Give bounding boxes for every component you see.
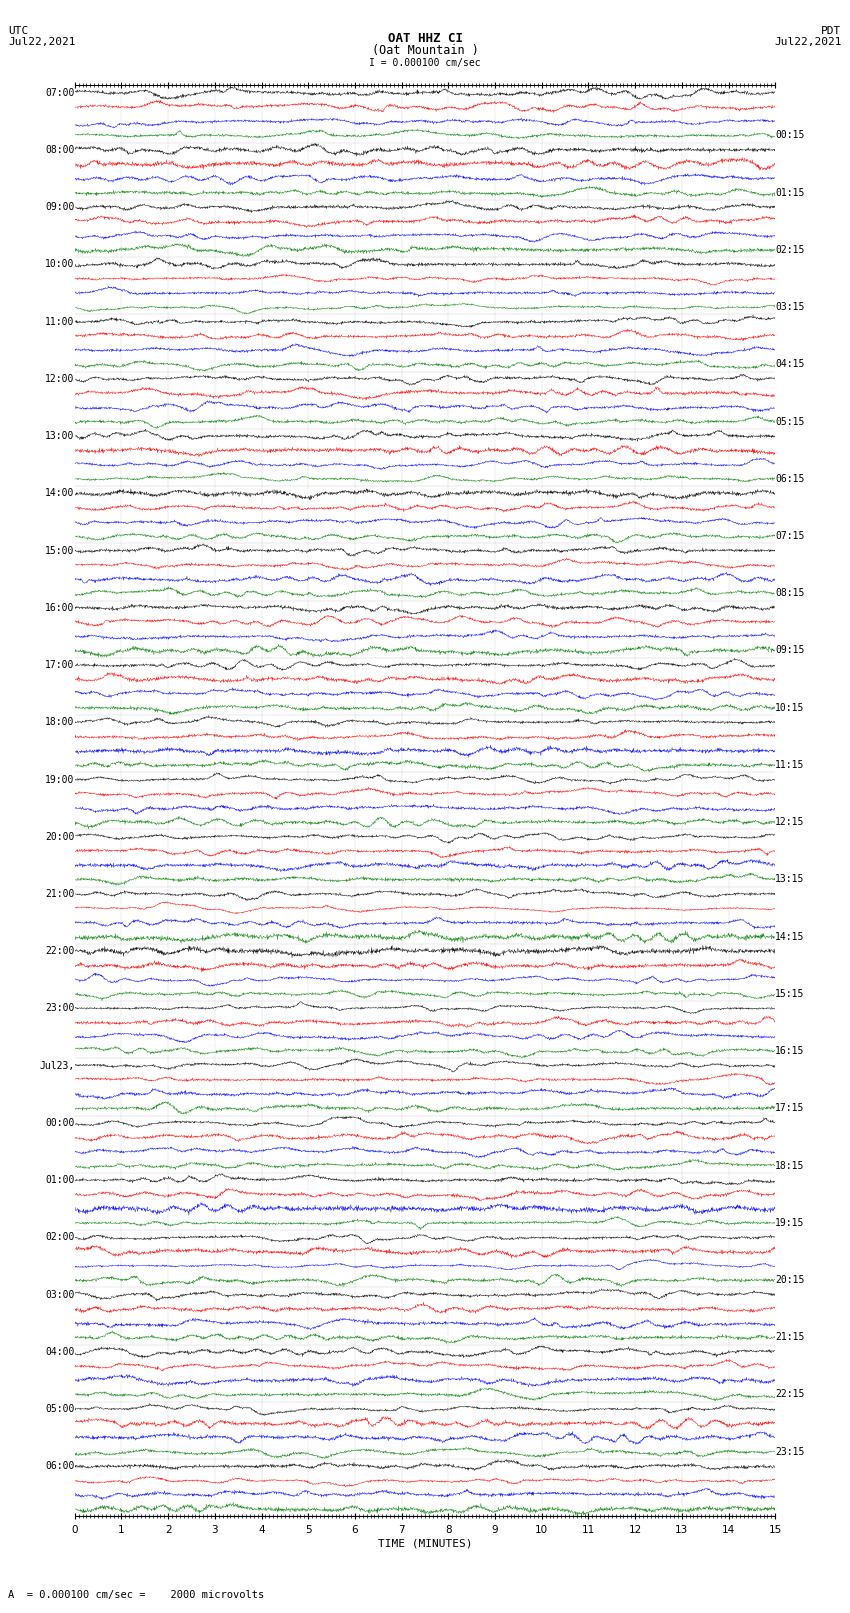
Text: 20:00: 20:00 <box>45 832 75 842</box>
Text: 19:15: 19:15 <box>775 1218 805 1227</box>
Text: OAT HHZ CI: OAT HHZ CI <box>388 32 462 45</box>
Text: 02:15: 02:15 <box>775 245 805 255</box>
Text: 21:15: 21:15 <box>775 1332 805 1342</box>
Text: 06:00: 06:00 <box>45 1461 75 1471</box>
Text: 23:00: 23:00 <box>45 1003 75 1013</box>
Text: 05:00: 05:00 <box>45 1403 75 1415</box>
Text: 19:00: 19:00 <box>45 774 75 784</box>
Text: 11:15: 11:15 <box>775 760 805 769</box>
Text: (Oat Mountain ): (Oat Mountain ) <box>371 44 479 56</box>
Text: 05:15: 05:15 <box>775 416 805 426</box>
Text: I = 0.000100 cm/sec: I = 0.000100 cm/sec <box>369 58 481 68</box>
Text: PDT: PDT <box>821 26 842 35</box>
Text: 22:15: 22:15 <box>775 1389 805 1400</box>
Text: 06:15: 06:15 <box>775 474 805 484</box>
Text: UTC: UTC <box>8 26 29 35</box>
Text: 08:15: 08:15 <box>775 589 805 598</box>
Text: 04:00: 04:00 <box>45 1347 75 1357</box>
Text: 18:15: 18:15 <box>775 1161 805 1171</box>
Text: 15:00: 15:00 <box>45 545 75 555</box>
Text: Jul22,2021: Jul22,2021 <box>8 37 76 47</box>
Text: 22:00: 22:00 <box>45 947 75 957</box>
Text: 07:00: 07:00 <box>45 87 75 98</box>
Text: 15:15: 15:15 <box>775 989 805 998</box>
Text: 04:15: 04:15 <box>775 360 805 369</box>
Text: 03:15: 03:15 <box>775 302 805 313</box>
Text: Jul23,: Jul23, <box>39 1061 75 1071</box>
Text: 13:15: 13:15 <box>775 874 805 884</box>
Text: 10:00: 10:00 <box>45 260 75 269</box>
Text: 20:15: 20:15 <box>775 1274 805 1286</box>
Text: 17:00: 17:00 <box>45 660 75 669</box>
Text: 16:15: 16:15 <box>775 1047 805 1057</box>
Text: 16:00: 16:00 <box>45 603 75 613</box>
Text: 14:00: 14:00 <box>45 489 75 498</box>
Text: 01:15: 01:15 <box>775 187 805 198</box>
Text: 13:00: 13:00 <box>45 431 75 440</box>
Text: 07:15: 07:15 <box>775 531 805 540</box>
X-axis label: TIME (MINUTES): TIME (MINUTES) <box>377 1539 473 1548</box>
Text: 02:00: 02:00 <box>45 1232 75 1242</box>
Text: 11:00: 11:00 <box>45 316 75 327</box>
Text: 14:15: 14:15 <box>775 932 805 942</box>
Text: 03:00: 03:00 <box>45 1289 75 1300</box>
Text: 18:00: 18:00 <box>45 718 75 727</box>
Text: 00:00: 00:00 <box>45 1118 75 1127</box>
Text: 10:15: 10:15 <box>775 703 805 713</box>
Text: 09:15: 09:15 <box>775 645 805 655</box>
Text: A  = 0.000100 cm/sec =    2000 microvolts: A = 0.000100 cm/sec = 2000 microvolts <box>8 1590 264 1600</box>
Text: 09:00: 09:00 <box>45 202 75 213</box>
Text: 00:15: 00:15 <box>775 131 805 140</box>
Text: 23:15: 23:15 <box>775 1447 805 1457</box>
Text: 12:15: 12:15 <box>775 818 805 827</box>
Text: 12:00: 12:00 <box>45 374 75 384</box>
Text: Jul22,2021: Jul22,2021 <box>774 37 842 47</box>
Text: 01:00: 01:00 <box>45 1176 75 1186</box>
Text: 08:00: 08:00 <box>45 145 75 155</box>
Text: 17:15: 17:15 <box>775 1103 805 1113</box>
Text: 21:00: 21:00 <box>45 889 75 898</box>
